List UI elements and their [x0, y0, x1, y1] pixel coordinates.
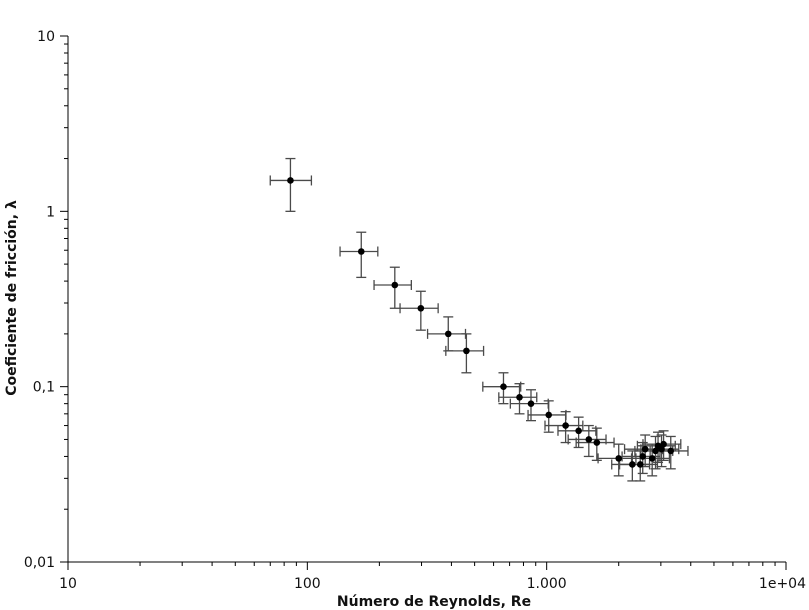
data-point: [629, 461, 636, 468]
x-tick-label: 1.000: [527, 576, 567, 592]
data-point: [545, 411, 553, 419]
data-point: [417, 304, 425, 312]
data-point: [444, 330, 452, 338]
data-points: [287, 177, 675, 468]
data-point: [615, 455, 623, 462]
data-point: [641, 445, 649, 453]
data-point: [516, 393, 523, 401]
y-tick-label: 1: [46, 204, 55, 220]
data-point: [660, 440, 667, 448]
data-point: [527, 400, 535, 407]
x-tick-label: 100: [294, 576, 321, 592]
data-point: [652, 447, 659, 455]
data-point: [287, 177, 294, 184]
data-point: [639, 453, 647, 460]
data-point: [585, 436, 593, 443]
error-bars: [269, 157, 689, 482]
data-point: [636, 461, 644, 468]
data-point: [391, 281, 399, 289]
y-tick-label: 10: [37, 29, 55, 45]
x-axis-title: Número de Reynolds, Re: [337, 594, 531, 610]
data-point: [463, 347, 470, 355]
data-point: [562, 422, 569, 429]
data-point: [667, 447, 675, 455]
y-axis-title: Coeficiente de fricción, λ: [4, 200, 20, 396]
data-point: [648, 455, 656, 462]
x-tick-label: 1e+04: [759, 576, 806, 592]
data-point: [357, 248, 365, 255]
x-tick-label: 10: [59, 576, 77, 592]
data-point: [658, 445, 665, 453]
data-point: [593, 439, 601, 446]
data-point: [575, 427, 582, 435]
axes: 10 100 1.000 1e+04 0,01 0,1 1 10: [24, 29, 806, 592]
y-tick-label: 0,01: [24, 555, 55, 571]
y-tick-label: 0,1: [33, 380, 55, 396]
data-point: [500, 383, 507, 390]
